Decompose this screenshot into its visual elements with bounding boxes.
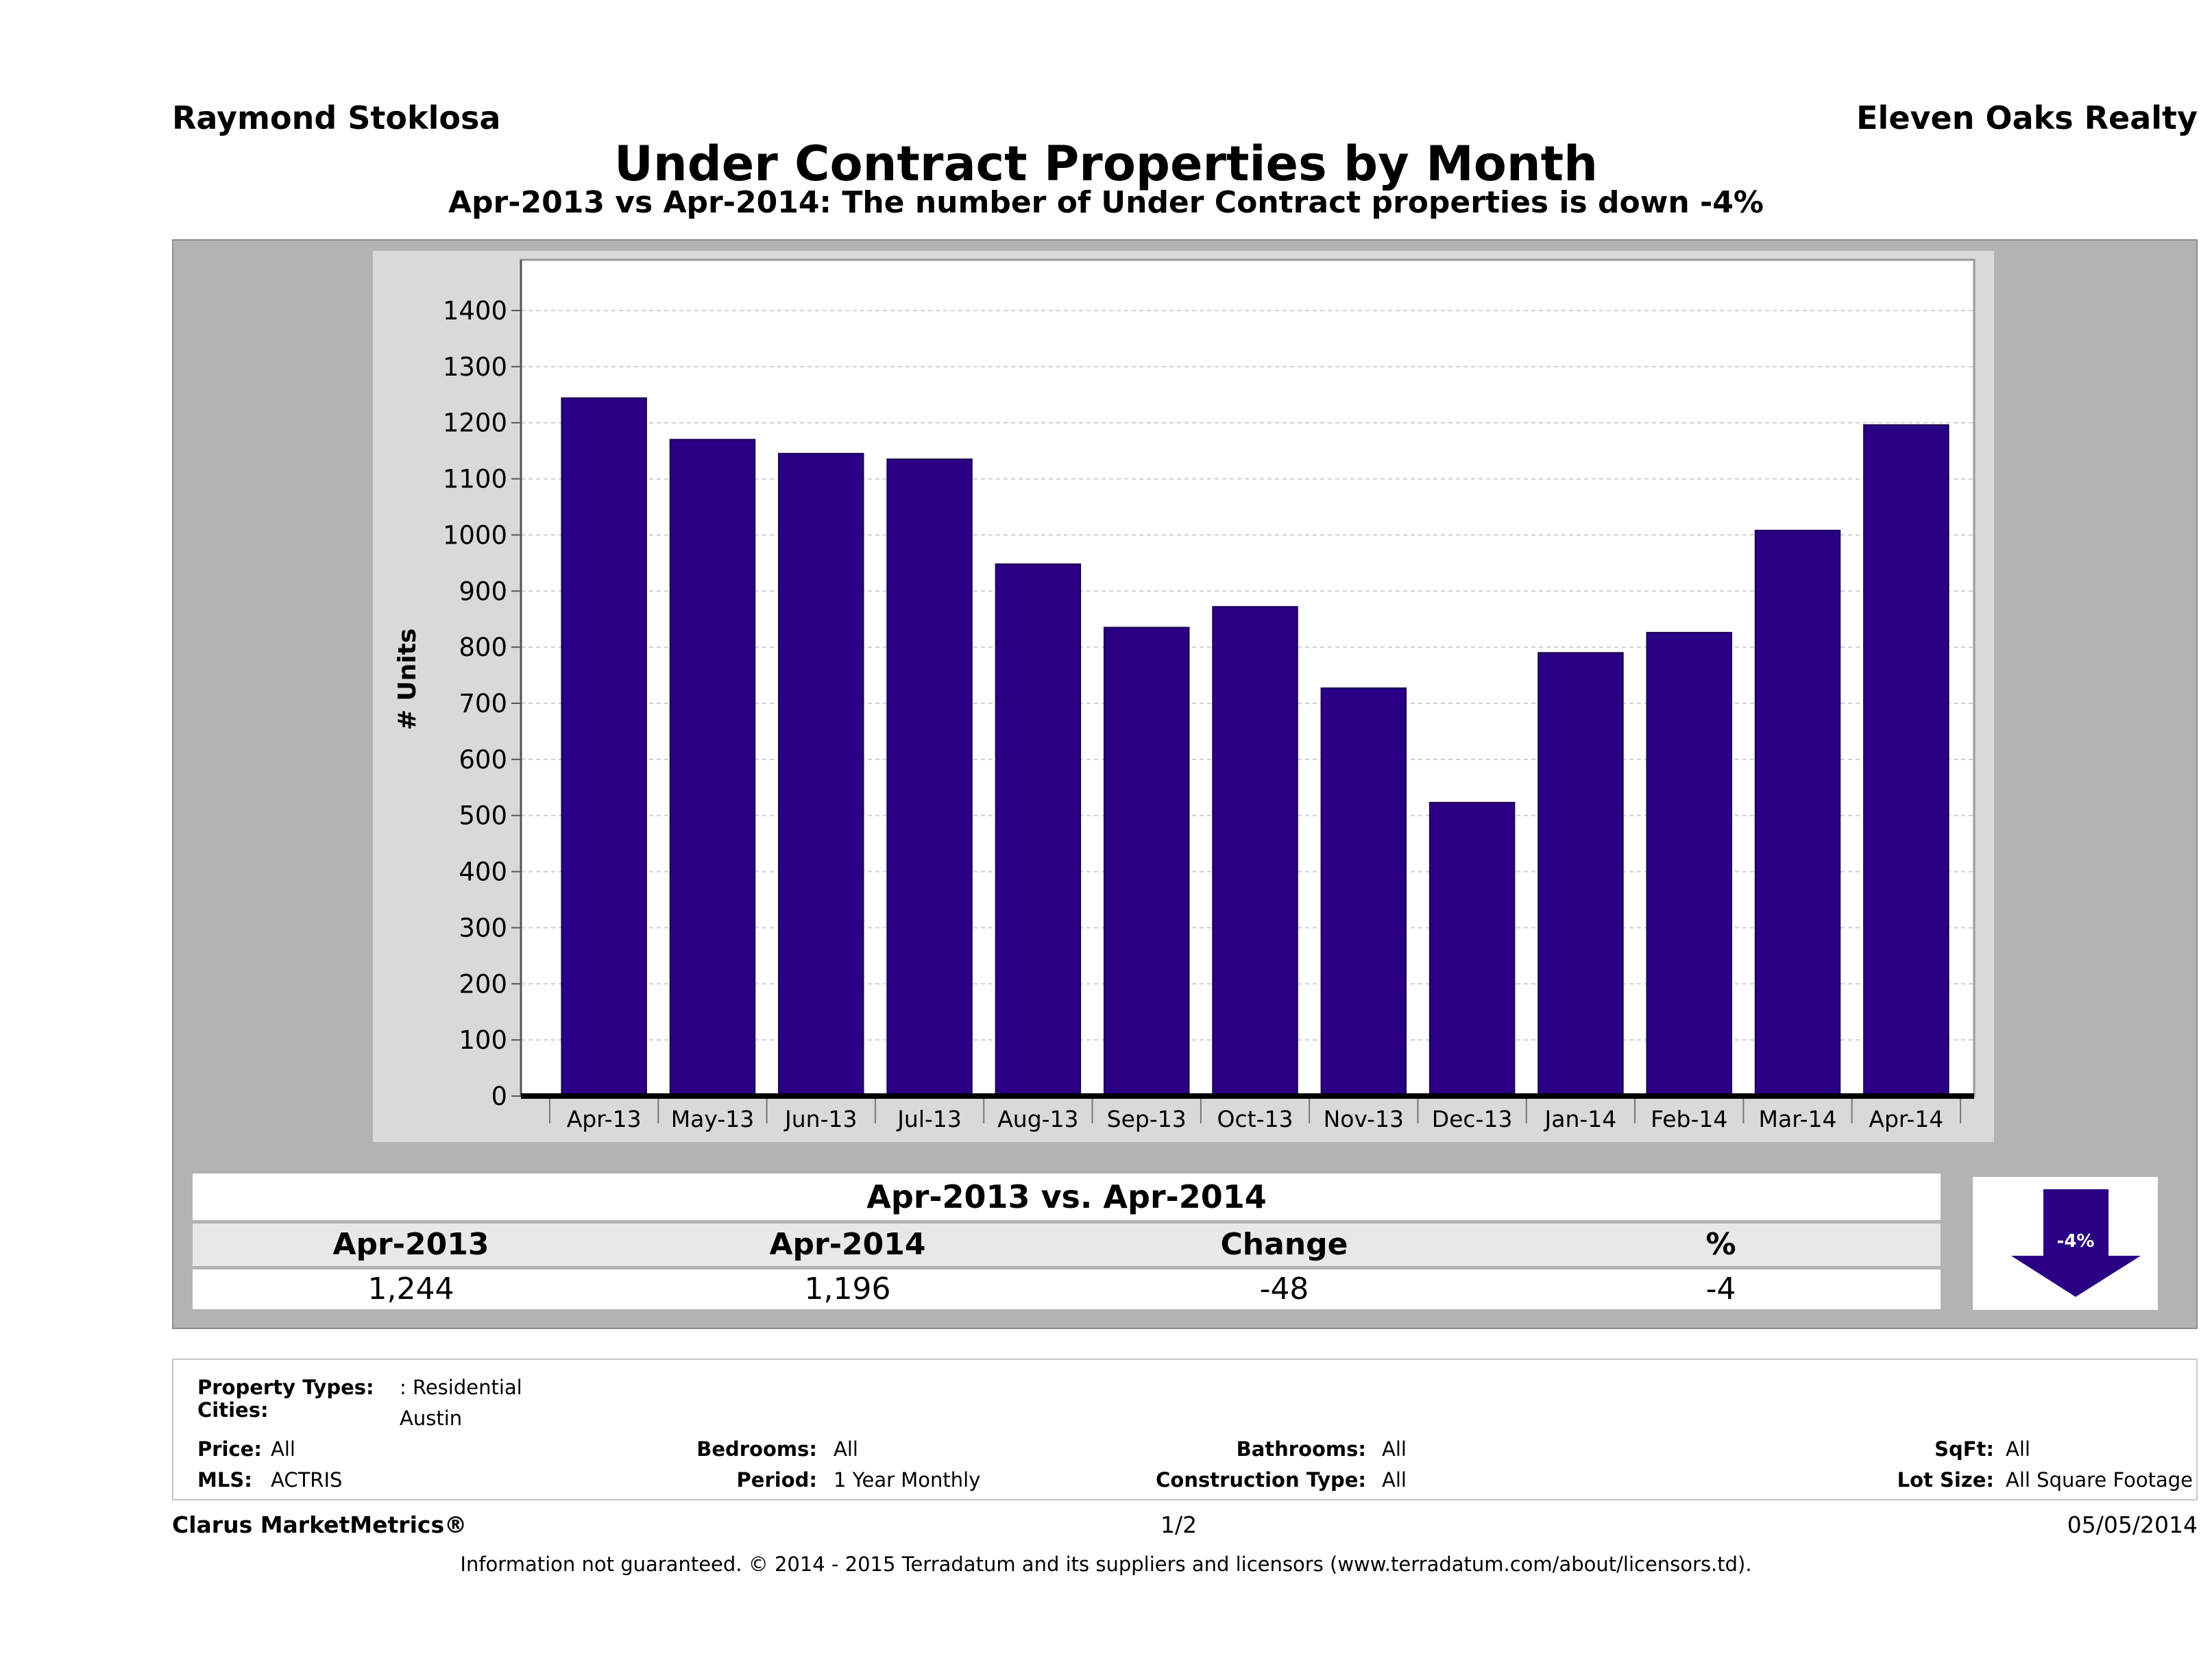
down-arrow-icon: -4% bbox=[2011, 1189, 2141, 1297]
bathrooms-value: All bbox=[1382, 1437, 1407, 1461]
y-tick-label: 900 bbox=[459, 576, 507, 606]
chart-panel: 0 100 200 300 400 500 600 700 800 900 1000 1100 1200… bbox=[373, 251, 1994, 1142]
page-number: 1/2 bbox=[1160, 1511, 1198, 1538]
x-tick-label: Nov-13 bbox=[1324, 1106, 1404, 1132]
lot-size-value: All Square Footage bbox=[2006, 1468, 2193, 1492]
y-tick-label: 300 bbox=[459, 913, 507, 943]
bedrooms-label: Bedrooms: bbox=[696, 1437, 817, 1461]
y-tick-label: 1100 bbox=[443, 465, 507, 494]
lot-size-label: Lot Size: bbox=[1897, 1468, 1994, 1492]
x-tick-label: Mar-14 bbox=[1759, 1106, 1837, 1132]
product-name: Clarus MarketMetrics® bbox=[172, 1511, 467, 1538]
x-tick-label: Jun-13 bbox=[783, 1106, 857, 1132]
y-tick-label: 800 bbox=[459, 633, 507, 662]
cities-value: Austin bbox=[400, 1407, 463, 1430]
axes: 0 100 200 300 400 500 600 700 800 900 1000 1100 1200… bbox=[443, 260, 1974, 1132]
sqft-label: SqFt: bbox=[1934, 1437, 1994, 1461]
bedrooms-value: All bbox=[834, 1437, 858, 1461]
summary-header-cell: % bbox=[1705, 1227, 1736, 1262]
summary-value-cell: 1,244 bbox=[367, 1272, 454, 1306]
property-types-label: Property Types: bbox=[197, 1376, 374, 1399]
construction-type-value: All bbox=[1382, 1468, 1407, 1492]
summary-value-cell: -4 bbox=[1705, 1272, 1736, 1306]
x-tick-label: Jan-14 bbox=[1544, 1106, 1617, 1132]
x-tick-label: Sep-13 bbox=[1107, 1106, 1187, 1132]
mls-value: ACTRIS bbox=[271, 1468, 343, 1492]
x-tick-label: Jul-13 bbox=[896, 1106, 962, 1132]
filter-criteria: Property Types: : Residential Cities: Au… bbox=[172, 1359, 2198, 1500]
x-tick-label: Apr-14 bbox=[1869, 1106, 1943, 1132]
bars bbox=[561, 397, 1949, 1097]
summary-title: Apr-2013 vs. Apr-2014 bbox=[193, 1174, 1941, 1220]
chart-title: Under Contract Properties by Month bbox=[614, 136, 1598, 192]
bar bbox=[561, 397, 647, 1097]
bar bbox=[1538, 652, 1624, 1097]
bar bbox=[886, 458, 973, 1097]
y-tick-label: 1000 bbox=[443, 520, 507, 550]
x-tick-label: Oct-13 bbox=[1217, 1106, 1293, 1132]
bar bbox=[669, 439, 756, 1097]
summary-value-cell: -48 bbox=[1259, 1272, 1309, 1306]
cities-label: Cities: bbox=[197, 1398, 269, 1422]
summary-header-row: Apr-2013 Apr-2014 Change % bbox=[193, 1224, 1941, 1266]
chart-subtitle: Apr-2013 vs Apr-2014: The number of Unde… bbox=[448, 185, 1764, 220]
disclaimer: Information not guaranteed. © 2014 - 201… bbox=[460, 1553, 1752, 1576]
price-value: All bbox=[271, 1437, 295, 1461]
y-tick-label: 200 bbox=[459, 969, 507, 999]
x-tick-label: Apr-13 bbox=[567, 1106, 642, 1132]
price-label: Price: bbox=[197, 1437, 262, 1461]
x-tick-label: Dec-13 bbox=[1432, 1106, 1513, 1132]
change-percent-label: -4% bbox=[2057, 1231, 2095, 1252]
y-tick-label: 400 bbox=[459, 858, 507, 887]
period-label: Period: bbox=[736, 1468, 817, 1492]
y-axis-label: # Units bbox=[393, 629, 422, 731]
y-tick-label: 1300 bbox=[443, 352, 507, 382]
y-tick-label: 500 bbox=[459, 801, 507, 831]
x-tick-label: May-13 bbox=[671, 1106, 755, 1132]
bar-chart: 0 100 200 300 400 500 600 700 800 900 1000 1100 1200… bbox=[393, 258, 1976, 1132]
y-tick-label: 600 bbox=[459, 745, 507, 775]
property-types-value: : Residential bbox=[400, 1376, 522, 1399]
y-tick-label: 1400 bbox=[443, 296, 507, 326]
bar bbox=[1320, 687, 1407, 1097]
summary-header-cell: Change bbox=[1220, 1227, 1348, 1262]
y-tick-label: 1200 bbox=[443, 409, 507, 438]
y-tick-label: 0 bbox=[491, 1082, 507, 1111]
x-tick-label: Aug-13 bbox=[997, 1106, 1078, 1132]
bar bbox=[1863, 424, 1949, 1097]
bar bbox=[778, 452, 864, 1097]
x-tick-label: Feb-14 bbox=[1651, 1106, 1727, 1132]
sqft-value: All bbox=[2006, 1437, 2030, 1461]
bar bbox=[995, 563, 1082, 1097]
comparison-summary: Apr-2013 vs. Apr-2014 Apr-2013 Apr-2014 … bbox=[193, 1174, 1941, 1311]
change-indicator: -4% bbox=[1973, 1177, 2158, 1310]
bar bbox=[1212, 606, 1298, 1097]
summary-header-cell: Apr-2014 bbox=[769, 1227, 926, 1262]
bar bbox=[1429, 801, 1516, 1097]
construction-type-label: Construction Type: bbox=[1156, 1468, 1366, 1492]
brokerage-name: Eleven Oaks Realty bbox=[1856, 99, 2198, 136]
agent-name: Raymond Stoklosa bbox=[172, 99, 501, 136]
bar bbox=[1103, 627, 1190, 1097]
bar bbox=[1754, 529, 1841, 1097]
period-value: 1 Year Monthly bbox=[834, 1468, 981, 1492]
y-tick-label: 100 bbox=[459, 1025, 507, 1055]
mls-label: MLS: bbox=[197, 1468, 252, 1492]
report-date: 05/05/2014 bbox=[2067, 1511, 2198, 1538]
bar bbox=[1646, 631, 1732, 1097]
summary-value-row: 1,244 1,196 -48 -4 bbox=[193, 1269, 1941, 1309]
y-tick-label: 700 bbox=[459, 689, 507, 718]
bathrooms-label: Bathrooms: bbox=[1236, 1437, 1366, 1461]
summary-header-cell: Apr-2013 bbox=[332, 1227, 489, 1262]
summary-value-cell: 1,196 bbox=[804, 1272, 891, 1306]
